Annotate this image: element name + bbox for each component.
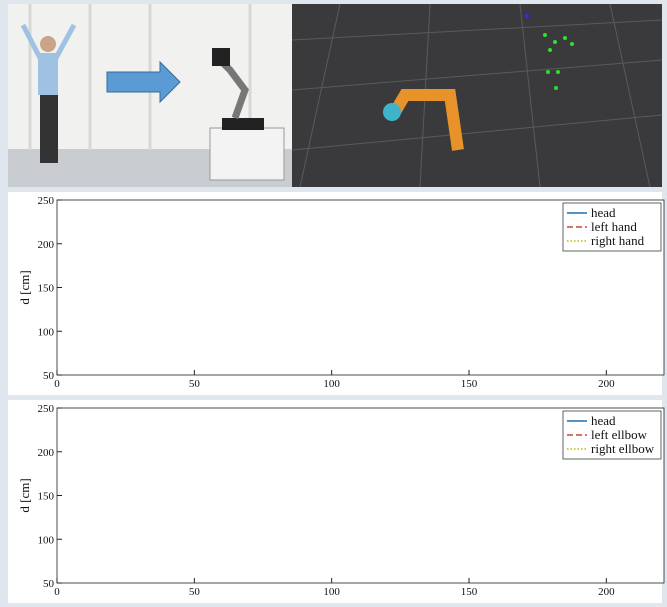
x-tick-label: 150: [461, 378, 478, 390]
y-axis-label: d [cm]: [17, 270, 32, 304]
photo-lab: [8, 4, 292, 187]
x-tick-label: 50: [189, 586, 201, 598]
legend-label: right hand: [591, 233, 645, 248]
x-tick-label: 200: [598, 586, 615, 598]
legend-label: left hand: [591, 219, 637, 234]
y-tick-label: 100: [38, 326, 55, 338]
x-tick-label: 100: [323, 586, 340, 598]
y-tick-label: 250: [38, 195, 55, 207]
x-tick-label: 200: [598, 378, 615, 390]
x-tick-label: 100: [323, 378, 340, 390]
y-tick-label: 200: [38, 239, 55, 251]
x-tick-label: 0: [54, 586, 60, 598]
legend-label: head: [591, 413, 616, 428]
y-tick-label: 200: [38, 447, 55, 459]
y-tick-label: 250: [38, 403, 55, 415]
y-tick-label: 100: [38, 534, 55, 546]
x-tick-label: 150: [461, 586, 478, 598]
y-axis-label: d [cm]: [17, 478, 32, 512]
x-tick-label: 0: [54, 378, 60, 390]
legend-label: right ellbow: [591, 441, 655, 456]
y-tick-label: 150: [38, 491, 55, 503]
y-tick-label: 150: [38, 283, 55, 295]
legend-label: head: [591, 205, 616, 220]
x-tick-label: 50: [189, 378, 201, 390]
photo-simulation: [291, 3, 663, 188]
legend-label: left ellbow: [591, 427, 648, 442]
y-tick-label: 50: [43, 370, 55, 382]
y-tick-label: 50: [43, 578, 55, 590]
